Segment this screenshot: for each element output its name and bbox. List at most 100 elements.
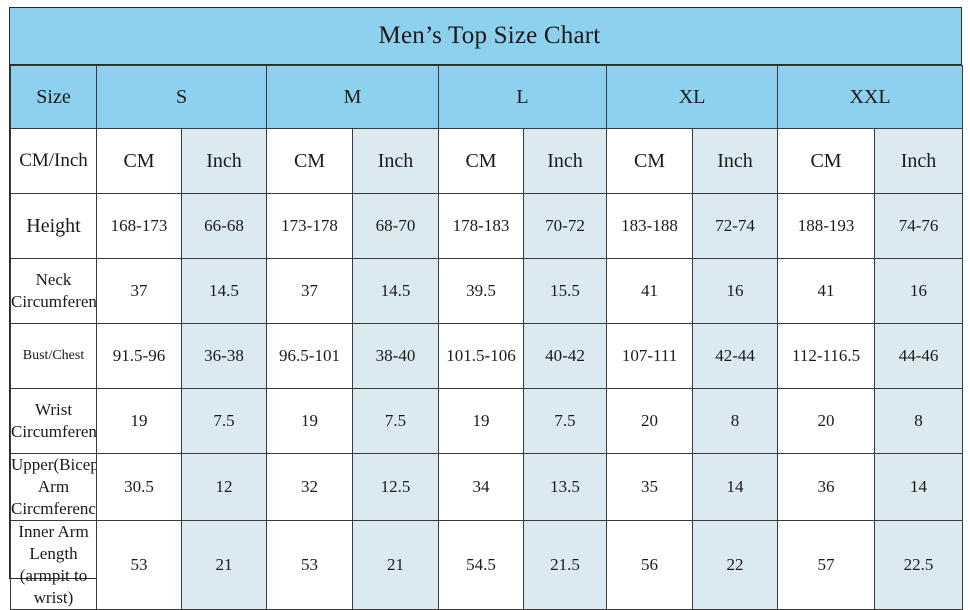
row-label-line: Wrist [34, 400, 73, 419]
cell-inch: 70-72 [523, 193, 608, 259]
cell-cm: 37 [266, 258, 353, 324]
table-row: Upper(Biceps) Arm Circmference30.5123212.5… [10, 453, 964, 521]
cell-inch: 36-38 [181, 323, 267, 389]
unit-cm: CM [438, 128, 525, 194]
cell-cm: 32 [266, 453, 353, 521]
row-label-line: Bust/Chest [22, 348, 85, 363]
row-label: Bust/Chest [10, 323, 97, 389]
row-label-line: Length [29, 544, 78, 563]
row-label-line: (armpit to wrist) [19, 566, 88, 607]
row-label-line: Height [26, 215, 81, 237]
cell-inch: 44-46 [874, 323, 964, 389]
cell-cm: 37 [96, 258, 182, 324]
row-label-line: Upper(Biceps) [11, 455, 96, 474]
cell-cm: 168-173 [96, 193, 182, 259]
cell-inch: 7.5 [523, 388, 608, 454]
cell-cm: 19 [266, 388, 353, 454]
size-header-l: L [438, 65, 608, 129]
cell-cm: 53 [266, 520, 353, 610]
cell-cm: 57 [777, 520, 876, 610]
cell-inch: 14.5 [181, 258, 267, 324]
row-label-line: Circmference [11, 499, 97, 518]
cell-inch: 72-74 [692, 193, 779, 259]
size-header-label: Size [10, 65, 97, 129]
unit-cm: CM [96, 128, 182, 194]
size-header-xxl: XXL [777, 65, 964, 129]
cell-inch: 12 [181, 453, 267, 521]
cell-cm: 183-188 [606, 193, 694, 259]
unit-row: CM/Inch CM Inch CM Inch CM Inch CM Inch … [10, 128, 964, 194]
cell-inch: 7.5 [351, 388, 440, 454]
cell-inch: 16 [874, 258, 964, 324]
cell-cm: 96.5-101 [266, 323, 353, 389]
row-label-line: Arm [37, 477, 70, 496]
unit-cm: CM [777, 128, 876, 194]
cell-cm: 30.5 [96, 453, 182, 521]
cell-inch: 21 [351, 520, 440, 610]
cell-cm: 19 [438, 388, 525, 454]
row-label: Neck Circumference [10, 258, 97, 324]
cell-inch: 12.5 [351, 453, 440, 521]
cell-inch: 16 [692, 258, 779, 324]
unit-inch: Inch [351, 128, 440, 194]
cell-cm: 112-116.5 [777, 323, 876, 389]
cell-cm: 36 [777, 453, 876, 521]
row-label: Wrist Circumference [10, 388, 97, 454]
cell-inch: 22 [692, 520, 779, 610]
row-label-line: Circumference [11, 422, 97, 441]
cell-cm: 188-193 [777, 193, 876, 259]
unit-cm: CM [266, 128, 353, 194]
cell-inch: 14 [874, 453, 964, 521]
row-label-line: Inner Arm [18, 522, 89, 541]
row-label: Height [10, 193, 97, 259]
cell-inch: 13.5 [523, 453, 608, 521]
size-table-body: Size S M L XL XXL CM/Inch CM Inch CM Inc… [10, 65, 964, 610]
cell-inch: 66-68 [181, 193, 267, 259]
cell-inch: 21 [181, 520, 267, 610]
size-chart: Men’s Top Size Chart Size S M L XL XXL C… [9, 7, 964, 610]
cell-inch: 38-40 [351, 323, 440, 389]
cell-inch: 14.5 [351, 258, 440, 324]
cell-cm: 41 [777, 258, 876, 324]
size-header-xl: XL [606, 65, 779, 129]
unit-inch: Inch [874, 128, 964, 194]
row-label: Upper(Biceps) Arm Circmference [10, 453, 97, 521]
cell-inch: 7.5 [181, 388, 267, 454]
unit-cm: CM [606, 128, 694, 194]
cell-cm: 178-183 [438, 193, 525, 259]
unit-row-label: CM/Inch [10, 128, 97, 194]
size-header-s: S [96, 65, 267, 129]
unit-inch: Inch [181, 128, 267, 194]
size-header-row: Size S M L XL XXL [10, 65, 964, 129]
table-row: Height 168-173 66-68 173-178 68-70 178-183 70-… [10, 193, 964, 259]
cell-cm: 41 [606, 258, 694, 324]
cell-cm: 19 [96, 388, 182, 454]
row-label: Inner Arm Length (armpit to wrist) [10, 520, 97, 610]
cell-cm: 39.5 [438, 258, 525, 324]
cell-cm: 56 [606, 520, 694, 610]
row-label-line: Circumference [11, 292, 97, 311]
cell-cm: 54.5 [438, 520, 525, 610]
cell-inch: 21.5 [523, 520, 608, 610]
cell-inch: 8 [692, 388, 779, 454]
cell-cm: 34 [438, 453, 525, 521]
chart-title: Men’s Top Size Chart [378, 22, 601, 49]
table-row: NeckCircumference3714.53714.539.515.5411… [10, 258, 964, 324]
cell-cm: 101.5-106 [438, 323, 525, 389]
cell-cm: 91.5-96 [96, 323, 182, 389]
table-row: Inner Arm Length (armpit to wrist) 53 21 53 21… [10, 520, 964, 610]
cell-inch: 14 [692, 453, 779, 521]
size-header-m: M [265, 65, 440, 129]
cell-cm: 173-178 [266, 193, 353, 259]
cell-cm: 20 [777, 388, 876, 454]
unit-inch: Inch [523, 128, 608, 194]
cell-cm: 53 [96, 520, 182, 610]
unit-inch: Inch [692, 128, 779, 194]
cell-inch: 15.5 [523, 258, 608, 324]
table-row: Bust/Chest 91.5-96 36-38 96.5-101 38-40 101.5… [10, 323, 964, 389]
cell-cm: 20 [606, 388, 694, 454]
cell-cm: 35 [606, 453, 694, 521]
cell-inch: 68-70 [351, 193, 440, 259]
cell-cm: 107-111 [606, 323, 694, 389]
